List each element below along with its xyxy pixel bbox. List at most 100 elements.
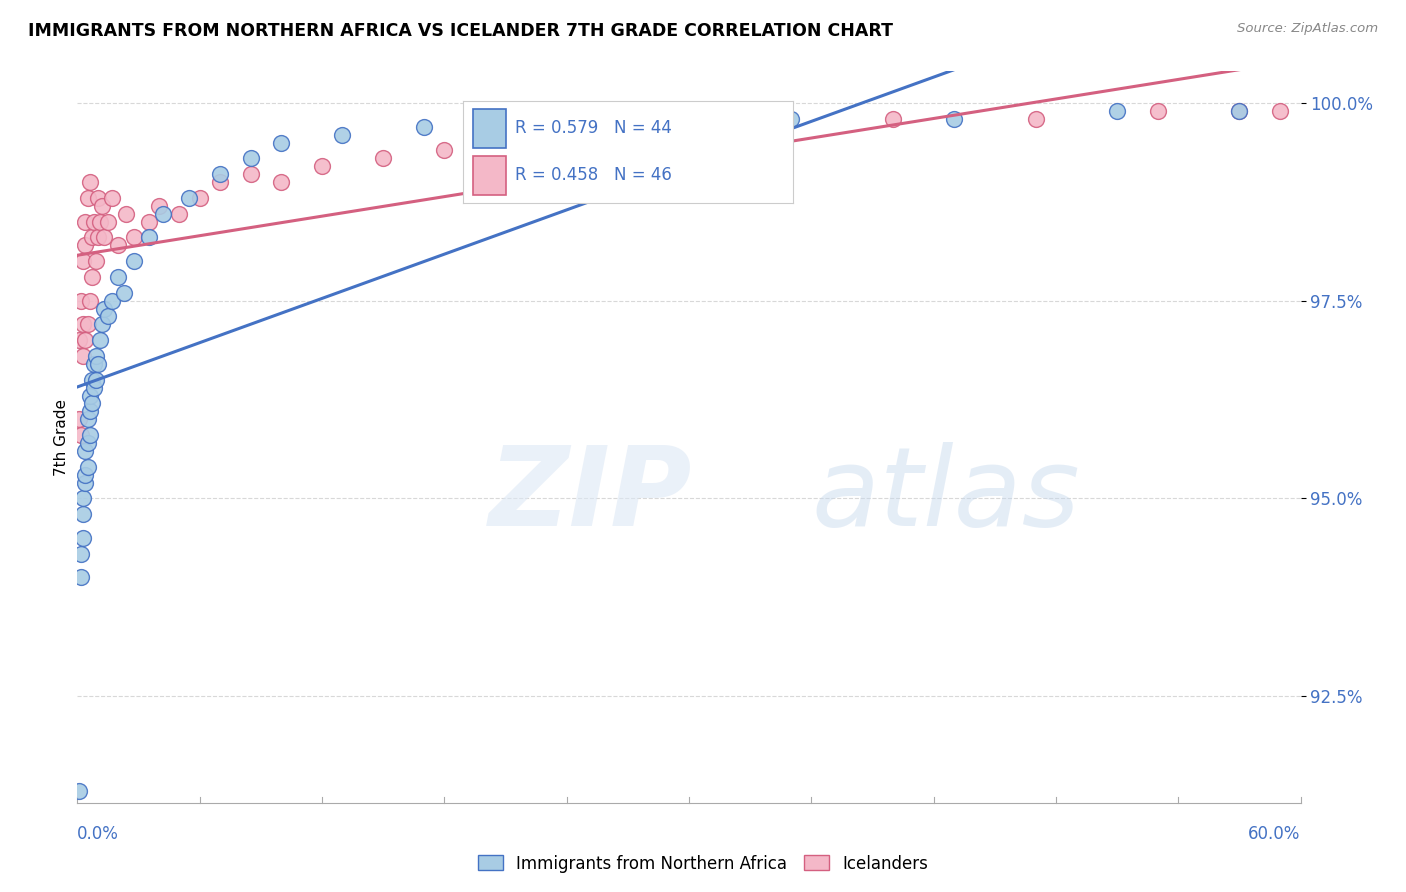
Point [79,428,101,442]
Point [75,475,97,490]
Text: atlas: atlas [811,442,1080,549]
Point [779,112,801,126]
FancyBboxPatch shape [472,156,506,194]
Point [84,373,107,387]
Point [70,293,93,308]
Point [90,199,112,213]
Point [101,191,124,205]
Point [124,254,146,268]
Point [188,191,211,205]
Point [72,318,94,332]
Point [371,152,394,166]
Y-axis label: 7th Grade: 7th Grade [53,399,69,475]
Point [84,349,107,363]
Point [72,349,94,363]
Point [124,230,146,244]
Point [76,412,98,426]
Point [89,333,111,347]
Point [1147,103,1170,118]
Point [179,191,201,205]
Point [107,269,129,284]
Point [90,318,112,332]
Point [270,175,292,189]
Text: R = 0.579   N = 44: R = 0.579 N = 44 [516,120,672,137]
Point [83,214,105,228]
Point [617,120,640,134]
FancyBboxPatch shape [472,109,506,148]
Point [79,175,101,189]
Text: Source: ZipAtlas.com: Source: ZipAtlas.com [1237,22,1378,36]
Point [740,112,762,126]
Point [882,112,904,126]
Point [75,444,97,458]
Point [97,310,120,324]
Point [75,467,97,482]
Point [101,293,124,308]
Point [79,293,101,308]
Point [208,175,231,189]
Text: IMMIGRANTS FROM NORTHERN AFRICA VS ICELANDER 7TH GRADE CORRELATION CHART: IMMIGRANTS FROM NORTHERN AFRICA VS ICELA… [28,22,893,40]
Point [83,357,105,371]
Text: 60.0%: 60.0% [1249,825,1301,843]
Point [87,191,110,205]
Point [87,357,110,371]
Point [80,396,103,410]
Point [413,120,436,134]
Point [70,547,93,561]
Point [311,159,333,173]
Point [138,214,160,228]
Point [1229,103,1251,118]
Point [239,152,262,166]
Point [67,784,90,798]
Point [97,214,120,228]
Point [138,230,160,244]
Point [148,199,170,213]
Point [208,167,231,181]
Point [1268,103,1291,118]
Point [75,333,97,347]
Point [1107,103,1129,118]
Point [80,269,103,284]
Point [87,230,110,244]
Legend: Immigrants from Northern Africa, Icelanders: Immigrants from Northern Africa, Iceland… [471,848,935,880]
Point [67,412,90,426]
Point [433,144,456,158]
Point [79,388,101,402]
Point [80,230,103,244]
Point [67,333,90,347]
Point [70,428,93,442]
Point [152,207,174,221]
Point [1024,112,1046,126]
Point [107,238,129,252]
Point [83,381,105,395]
Point [75,214,97,228]
Point [84,254,107,268]
Point [72,491,94,506]
Point [75,238,97,252]
Point [93,230,115,244]
Point [72,507,94,521]
Point [332,128,354,142]
Point [515,112,537,126]
Point [112,285,135,300]
Text: 0.0%: 0.0% [77,825,120,843]
Point [76,459,98,474]
Point [270,136,292,150]
Text: ZIP: ZIP [489,442,693,549]
Point [72,531,94,545]
Point [72,254,94,268]
Point [93,301,115,316]
Point [637,112,659,126]
Point [76,318,98,332]
Point [76,436,98,450]
Point [515,136,537,150]
Point [70,570,93,584]
Point [239,167,262,181]
Point [89,214,111,228]
Point [115,207,138,221]
Point [942,112,965,126]
Point [1229,103,1251,118]
Point [169,207,191,221]
Point [76,191,98,205]
Point [80,373,103,387]
